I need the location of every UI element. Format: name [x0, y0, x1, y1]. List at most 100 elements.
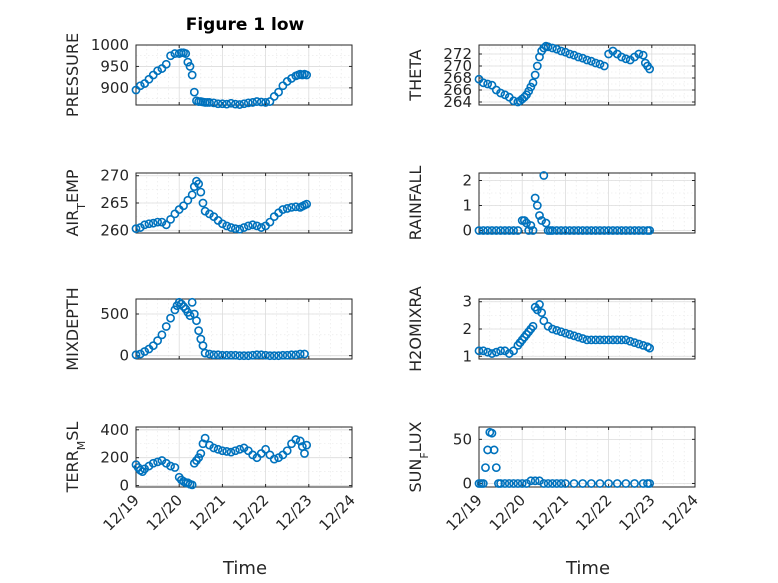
data-point [209, 350, 219, 360]
data-point [496, 226, 505, 235]
data-point [135, 81, 145, 91]
data-point [573, 332, 583, 342]
axes-border [135, 426, 353, 488]
data-point [617, 226, 626, 235]
data-point [645, 226, 655, 235]
data-point [230, 224, 240, 234]
y-axis-label: SUNFLUX [406, 421, 431, 492]
data-point [539, 479, 549, 488]
data-point [140, 347, 150, 356]
data-point [217, 350, 227, 360]
y-tick-label: 1000 [91, 36, 129, 54]
data-point [483, 347, 493, 357]
data-point [153, 217, 162, 227]
data-point [530, 70, 540, 80]
data-point [230, 99, 240, 109]
data-point [517, 479, 527, 488]
data-point [625, 226, 635, 235]
data-point [483, 226, 493, 235]
data-point [252, 97, 262, 106]
data-point [131, 224, 141, 234]
subplot-pressure: 900 950 1000 PRESSURE [63, 33, 353, 117]
data-point [569, 226, 579, 235]
y-axis-label: PRESSURE [63, 33, 82, 117]
y-tick-label: 266 [443, 81, 472, 99]
y-tick-label: 1 [462, 197, 472, 215]
data-point [256, 350, 266, 360]
data-point [222, 447, 232, 456]
data-point [274, 87, 283, 97]
axes-frame [478, 426, 696, 488]
data-point [528, 226, 538, 235]
data-point [599, 226, 609, 235]
data-point [496, 479, 505, 488]
data-point [617, 52, 626, 62]
data-point [248, 220, 258, 230]
y-axis-label: H2OMIXRA [406, 286, 425, 372]
data-point [582, 335, 592, 345]
data-point [548, 43, 557, 53]
data-point [217, 446, 227, 456]
subplot-rainfall: 0 1 2 RAINFALL [406, 166, 696, 241]
data-point [509, 226, 518, 235]
y-axis-label: TERRMSL [63, 422, 88, 494]
data-point [556, 479, 566, 488]
data-point [552, 226, 562, 235]
data-point [491, 226, 501, 235]
data-point [153, 457, 162, 467]
data-point [135, 223, 145, 232]
data-point [519, 216, 529, 225]
data-point [302, 440, 312, 450]
x-tick-label: 12/24 [316, 491, 359, 534]
data-point [282, 446, 292, 456]
y-axis-label: RAINFALL [406, 166, 425, 241]
data-point [578, 479, 588, 488]
data-point [278, 205, 288, 214]
data-point [131, 350, 141, 360]
data-point [489, 445, 499, 455]
data-point [213, 350, 223, 360]
data-point [561, 47, 570, 57]
data-point [213, 99, 223, 109]
data-point [187, 297, 197, 307]
data-point [261, 444, 270, 454]
data-point [269, 454, 279, 464]
data-point [634, 226, 644, 235]
data-point [561, 226, 570, 235]
data-point [535, 300, 544, 309]
data-point [194, 326, 204, 336]
data-point [556, 226, 566, 235]
data-point [569, 50, 579, 60]
x-tick-label: 12/23 [272, 491, 315, 534]
data-point [500, 346, 510, 356]
data-point [176, 299, 186, 309]
data-point [217, 219, 227, 229]
data-point [541, 218, 551, 228]
subplot-terr-msl: 0 200 400 12/19 12/20 12/21 12/22 12/23 12/24 TER… [63, 421, 359, 535]
data-point [209, 98, 219, 108]
y-tick-label: 265 [100, 194, 129, 212]
data-point [543, 42, 553, 52]
data-point [496, 346, 505, 356]
data-point [630, 226, 639, 235]
data-point [621, 54, 631, 64]
data-point [569, 479, 579, 488]
data-point [645, 479, 655, 488]
data-point [278, 350, 288, 360]
data-point [535, 211, 544, 220]
data-point [595, 226, 605, 235]
data-point [235, 444, 245, 454]
subplot-mixdepth: 0 500 MIXDEPTH [63, 287, 353, 371]
data-point [291, 435, 301, 444]
data-point [556, 327, 566, 337]
data-point [561, 328, 570, 338]
y-tick-label: 900 [100, 79, 129, 97]
data-point [295, 436, 305, 446]
data-point [153, 336, 162, 346]
data-point [599, 335, 609, 345]
data-point [612, 335, 622, 345]
data-point [478, 78, 488, 88]
data-point [474, 226, 484, 235]
data-point [300, 349, 309, 359]
